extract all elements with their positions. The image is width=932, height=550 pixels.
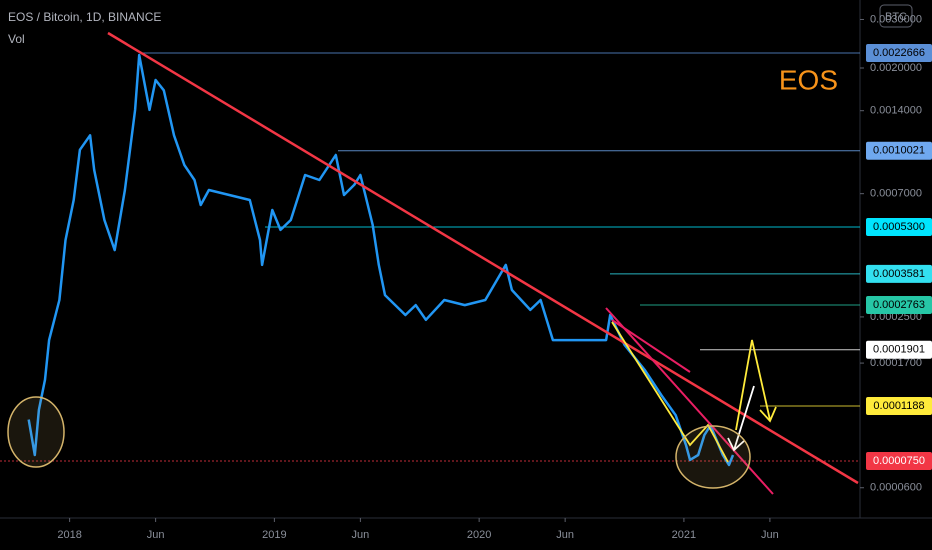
highlight-circle [675,425,751,489]
currency-badge[interactable] [879,4,913,28]
x-tick-label: Jun [147,529,165,541]
x-tick-label: 2021 [672,529,696,541]
level-label-box [866,217,932,236]
x-tick-label: Jun [352,529,370,541]
down-arrow [733,385,755,451]
level-label: 0.0002763 [873,299,925,311]
chart-title: EOS / Bitcoin, 1D, BINANCE [8,10,161,24]
y-tick-label: 0.0000600 [870,482,922,494]
drawings [7,31,859,495]
price-line [27,53,735,467]
highlight-circle [7,396,65,468]
level-label-box [866,396,932,415]
y-tick-label: 0.0030000 [870,13,922,25]
trend-line [611,319,691,373]
x-tick-label: Jun [761,529,779,541]
level-label: 0.0005300 [873,221,925,233]
projection-arrow [735,339,771,431]
x-tick-label: Jun [556,529,574,541]
level-label-box [866,264,932,283]
x-tick-label: 2020 [467,529,491,541]
y-tick-label: 0.0007000 [870,188,922,200]
trend-line [107,31,859,485]
volume-label: Vol [8,32,25,46]
level-label: 0.0001901 [873,344,925,356]
level-label: 0.0001188 [873,400,924,412]
level-label: 0.0022666 [873,47,925,59]
level-label-box [866,44,932,63]
level-label: 0.0000750 [873,455,925,467]
level-label-box [866,295,932,314]
level-label-box [866,340,932,359]
arrow-head [759,406,777,423]
arrow-head [727,437,745,452]
level-label: 0.0003581 [873,268,925,280]
currency-label[interactable]: BTC [885,11,907,23]
trend-line [605,307,774,495]
x-tick-label: 2018 [57,529,81,541]
y-tick-label: 0.0014000 [870,105,922,117]
level-label-box [866,141,932,160]
level-label: 0.0010021 [873,145,925,157]
y-tick-label: 0.0001700 [870,357,922,369]
series [27,53,735,467]
pattern-line [611,321,729,463]
levels [0,52,860,462]
x-tick-label: 2019 [262,529,286,541]
level-label-box [866,452,932,471]
y-tick-label: 0.0020000 [870,62,922,74]
annotation: EOS [779,64,838,95]
